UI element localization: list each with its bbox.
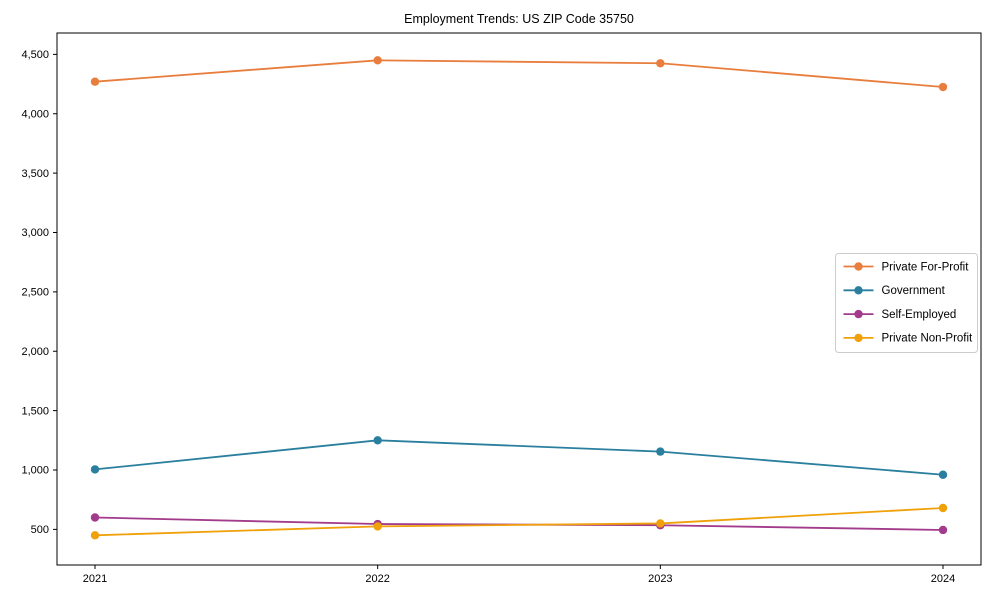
legend-marker — [854, 309, 863, 319]
data-point-marker — [373, 522, 382, 531]
y-tick-label: 3,500 — [21, 168, 49, 180]
data-point-marker — [656, 519, 665, 528]
data-point-marker — [90, 513, 100, 522]
y-tick-label: 4,500 — [21, 49, 49, 61]
y-tick-label: 2,000 — [21, 346, 49, 358]
x-tick-label: 2022 — [365, 573, 389, 585]
legend-item: Private For-Profit — [843, 261, 970, 273]
y-tick-label: 4,000 — [21, 108, 49, 120]
legend-label: Government — [882, 285, 946, 297]
legend: Private For-Profit Government Self-Employe… — [835, 253, 978, 353]
x-tick-label: 2023 — [648, 573, 672, 585]
legend-frame — [835, 253, 978, 353]
data-point-marker — [90, 531, 100, 540]
plot-area: 500 1,000 1,500 2,000 2,500 3,000 3,500 4,000 4,… — [21, 32, 982, 585]
y-tick-label: 3,000 — [21, 227, 49, 239]
legend-item: Government — [843, 285, 946, 297]
y-tick-label: 500 — [31, 524, 49, 536]
series-line — [94, 507, 944, 537]
series-line — [94, 59, 944, 88]
series-line — [94, 516, 944, 531]
data-point-marker — [938, 525, 948, 535]
x-tick-label: 2024 — [931, 573, 955, 585]
data-point-marker — [938, 503, 948, 513]
y-tick-label: 1,000 — [21, 465, 49, 477]
legend-label: Private Non-Profit — [882, 333, 974, 345]
data-point-marker — [373, 56, 382, 65]
x-tick-label: 2021 — [83, 573, 107, 585]
y-tick-label: 1,500 — [21, 405, 49, 417]
data-point-marker — [90, 77, 100, 86]
data-point-marker — [656, 59, 665, 68]
legend-item: Self-Employed — [843, 309, 957, 321]
legend-marker — [854, 262, 863, 271]
data-point-marker — [938, 470, 948, 479]
data-point-marker — [373, 436, 382, 445]
chart-title: Employment Trends: US ZIP Code 35750 — [404, 12, 634, 26]
legend-label: Private For-Profit — [882, 261, 970, 273]
legend-label: Self-Employed — [882, 309, 957, 321]
series-line — [94, 439, 944, 476]
legend-marker — [854, 333, 863, 343]
data-point-marker — [938, 82, 948, 92]
plot-border — [56, 32, 982, 566]
legend-marker — [854, 286, 863, 295]
legend-item: Private Non-Profit — [843, 333, 974, 345]
data-point-marker — [90, 465, 100, 474]
y-tick-label: 2,500 — [21, 287, 49, 299]
data-point-marker — [656, 447, 665, 456]
